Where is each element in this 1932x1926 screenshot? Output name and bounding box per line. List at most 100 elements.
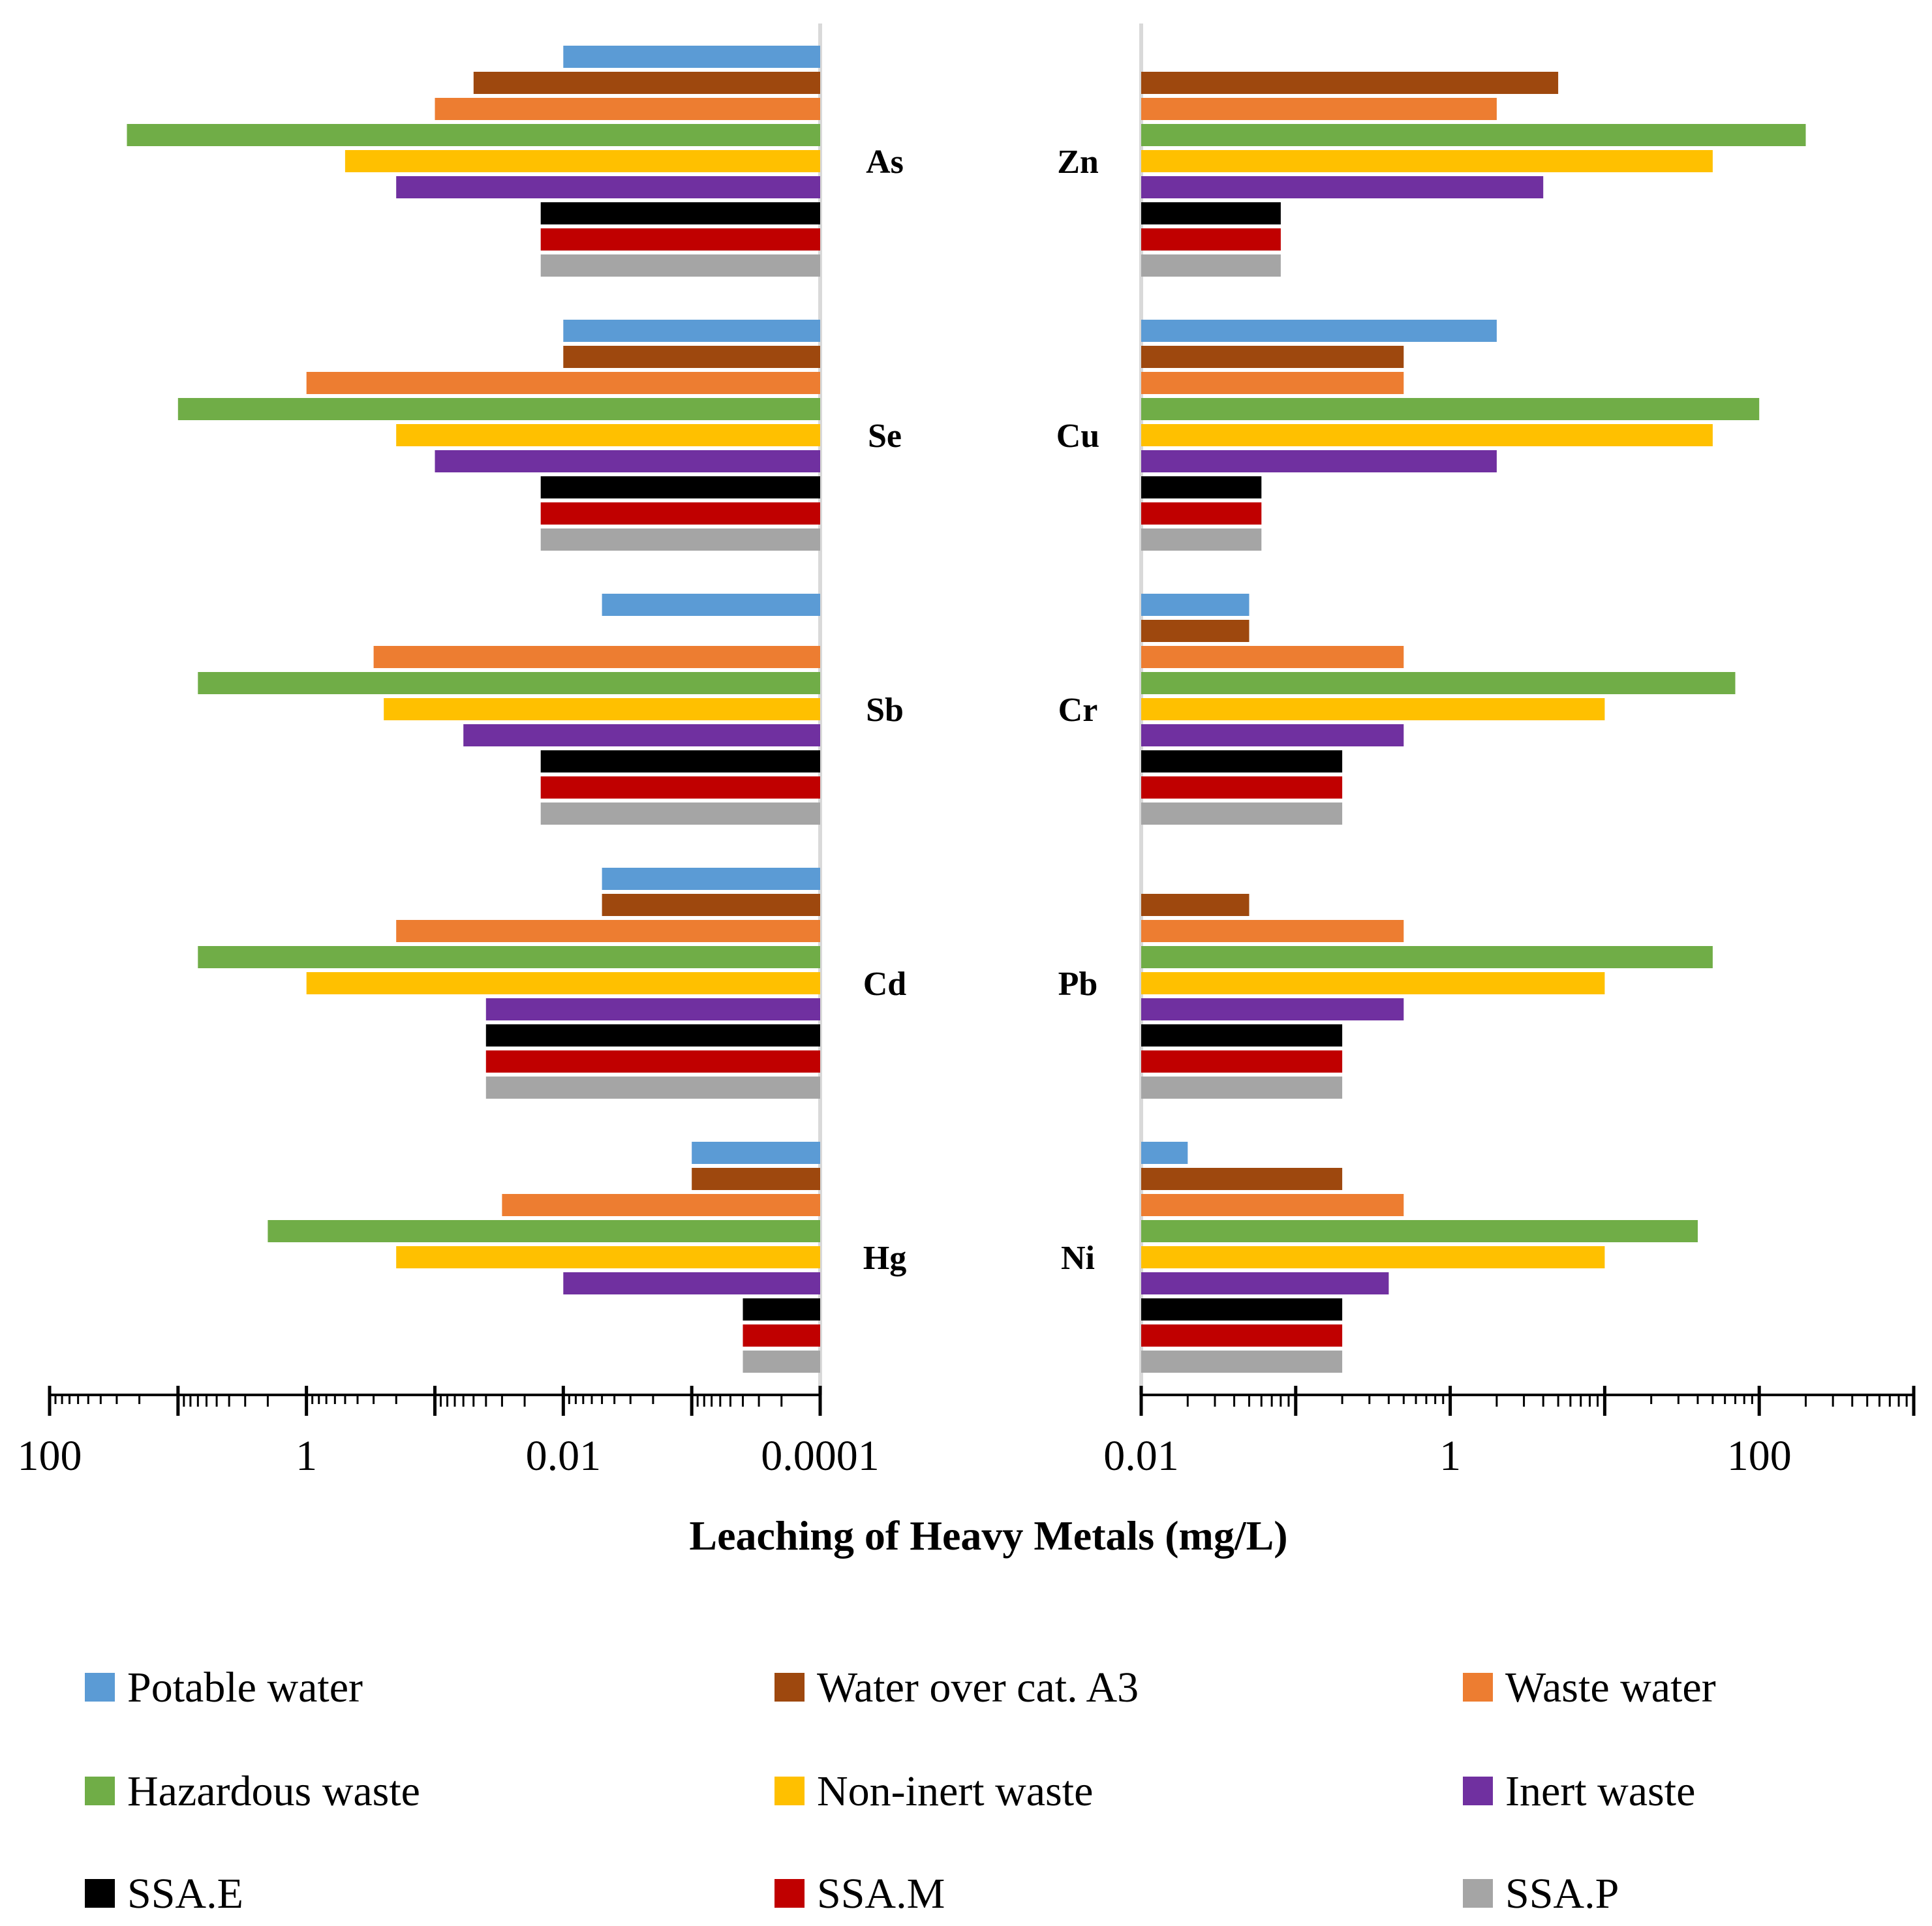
bar-sb-hazardous-waste <box>198 672 820 694</box>
bar-hg-ssa-e <box>743 1298 820 1321</box>
bar-zn-non-inert-waste <box>1141 150 1713 172</box>
left-tick-label: 1 <box>296 1432 317 1480</box>
bar-hg-inert-waste <box>563 1272 820 1294</box>
bar-ni-hazardous-waste <box>1141 1220 1698 1242</box>
bar-cd-non-inert-waste <box>306 972 820 994</box>
legend-label-hazardous-waste: Hazardous waste <box>127 1767 420 1815</box>
bar-cr-non-inert-waste <box>1141 698 1605 720</box>
metal-label-cr: Cr <box>1058 692 1098 729</box>
metal-label-se: Se <box>868 418 902 455</box>
right-tick-label: 1 <box>1439 1432 1461 1480</box>
bar-cd-inert-waste <box>485 998 820 1020</box>
bar-zn-waste-water <box>1141 98 1497 120</box>
bar-as-water-over-cat-a3 <box>473 72 820 94</box>
bar-cu-ssa-m <box>1141 502 1262 525</box>
right-tick-label: 100 <box>1727 1432 1792 1480</box>
bar-cr-waste-water <box>1141 646 1404 668</box>
bar-cu-ssa-p <box>1141 528 1262 551</box>
legend-label-ssa-m: SSA.M <box>817 1870 945 1918</box>
legend-swatch-inert-waste <box>1463 1777 1493 1805</box>
metal-label-cu: Cu <box>1056 418 1099 455</box>
bar-cd-hazardous-waste <box>198 946 820 968</box>
bar-zn-ssa-m <box>1141 228 1281 251</box>
bar-ni-ssa-m <box>1141 1324 1343 1347</box>
legend-swatch-hazardous-waste <box>85 1777 115 1805</box>
bar-hg-ssa-m <box>743 1324 820 1347</box>
bar-se-non-inert-waste <box>396 424 820 446</box>
bar-cu-non-inert-waste <box>1141 424 1713 446</box>
bar-as-non-inert-waste <box>345 150 820 172</box>
legend-swatch-ssa-p <box>1463 1879 1493 1908</box>
legend-label-waste-water: Waste water <box>1505 1664 1716 1711</box>
bar-sb-potable-water <box>602 594 820 616</box>
bar-cd-water-over-cat-a3 <box>602 894 820 916</box>
bar-zn-ssa-p <box>1141 254 1281 277</box>
left-tick-label: 100 <box>18 1432 82 1480</box>
bar-pb-hazardous-waste <box>1141 946 1713 968</box>
bar-pb-ssa-m <box>1141 1050 1343 1073</box>
bar-cr-ssa-m <box>1141 776 1343 799</box>
bar-hg-ssa-p <box>743 1351 820 1373</box>
legend-swatch-non-inert-waste <box>774 1777 805 1805</box>
legend-swatch-potable-water <box>85 1673 115 1702</box>
legend-swatch-ssa-m <box>774 1879 805 1908</box>
metal-label-hg: Hg <box>863 1240 906 1277</box>
legend-label-inert-waste: Inert waste <box>1505 1767 1695 1815</box>
bar-ni-ssa-e <box>1141 1298 1343 1321</box>
bar-cd-ssa-p <box>485 1077 820 1099</box>
bar-ni-ssa-p <box>1141 1351 1343 1373</box>
bar-hg-water-over-cat-a3 <box>692 1168 820 1190</box>
bar-zn-hazardous-waste <box>1141 124 1806 146</box>
legend-label-water-over-cat-a3: Water over cat. A3 <box>817 1664 1139 1711</box>
bar-cd-ssa-m <box>485 1050 820 1073</box>
bar-as-ssa-m <box>540 228 820 251</box>
right-tick-label: 0.01 <box>1103 1432 1179 1480</box>
metal-label-ni: Ni <box>1061 1240 1095 1277</box>
bar-pb-waste-water <box>1141 920 1404 942</box>
legend-swatch-water-over-cat-a3 <box>774 1673 805 1702</box>
bar-sb-non-inert-waste <box>384 698 820 720</box>
bar-pb-inert-waste <box>1141 998 1404 1020</box>
left-tick-label: 0.0001 <box>761 1432 880 1480</box>
metal-label-sb: Sb <box>866 692 904 729</box>
legend-swatch-ssa-e <box>85 1879 115 1908</box>
legend-swatch-waste-water <box>1463 1673 1493 1702</box>
legend-label-ssa-e: SSA.E <box>127 1870 243 1918</box>
bar-sb-inert-waste <box>463 724 820 746</box>
bar-se-ssa-e <box>540 476 820 498</box>
bar-hg-waste-water <box>502 1194 820 1216</box>
metal-label-as: As <box>866 144 904 181</box>
bar-cu-inert-waste <box>1141 450 1497 472</box>
bar-as-hazardous-waste <box>127 124 820 146</box>
bar-pb-ssa-e <box>1141 1024 1343 1047</box>
left-tick-label: 0.01 <box>526 1432 602 1480</box>
bar-se-ssa-m <box>540 502 820 525</box>
bar-zn-water-over-cat-a3 <box>1141 72 1559 94</box>
bar-as-waste-water <box>435 98 820 120</box>
bar-zn-inert-waste <box>1141 176 1544 198</box>
bar-se-hazardous-waste <box>177 398 820 420</box>
bar-sb-waste-water <box>373 646 820 668</box>
bar-pb-water-over-cat-a3 <box>1141 894 1250 916</box>
bar-se-water-over-cat-a3 <box>563 346 820 368</box>
bar-se-inert-waste <box>435 450 820 472</box>
bar-cr-ssa-e <box>1141 750 1343 772</box>
bar-cr-water-over-cat-a3 <box>1141 620 1250 642</box>
bar-cu-potable-water <box>1141 320 1497 342</box>
bar-ni-potable-water <box>1141 1142 1188 1164</box>
bar-cu-hazardous-waste <box>1141 398 1760 420</box>
bar-cd-potable-water <box>602 868 820 890</box>
bar-cd-ssa-e <box>485 1024 820 1047</box>
bar-sb-ssa-e <box>540 750 820 772</box>
bar-as-inert-waste <box>396 176 820 198</box>
bar-as-ssa-e <box>540 202 820 224</box>
bar-hg-non-inert-waste <box>396 1246 820 1268</box>
bar-cu-ssa-e <box>1141 476 1262 498</box>
bar-ni-inert-waste <box>1141 1272 1389 1294</box>
bar-pb-non-inert-waste <box>1141 972 1605 994</box>
bar-pb-ssa-p <box>1141 1077 1343 1099</box>
bar-ni-non-inert-waste <box>1141 1246 1605 1268</box>
legend-label-non-inert-waste: Non-inert waste <box>817 1767 1093 1815</box>
bar-cr-potable-water <box>1141 594 1250 616</box>
